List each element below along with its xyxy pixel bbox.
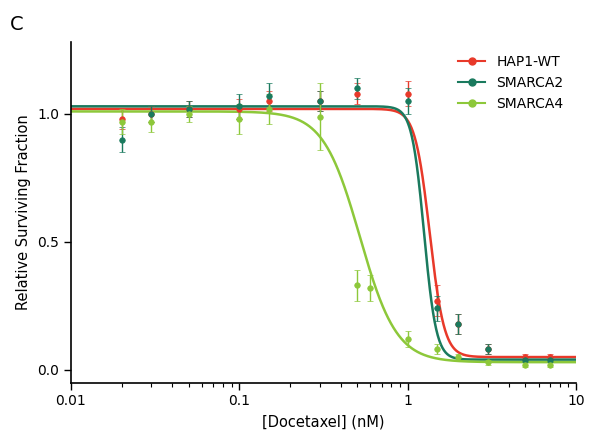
Text: C: C — [10, 15, 24, 34]
X-axis label: [Docetaxel] (nM): [Docetaxel] (nM) — [262, 414, 385, 429]
Y-axis label: Relative Surviving Fraction: Relative Surviving Fraction — [16, 115, 31, 310]
Legend: HAP1-WT, SMARCA2, SMARCA4: HAP1-WT, SMARCA2, SMARCA4 — [452, 49, 569, 116]
